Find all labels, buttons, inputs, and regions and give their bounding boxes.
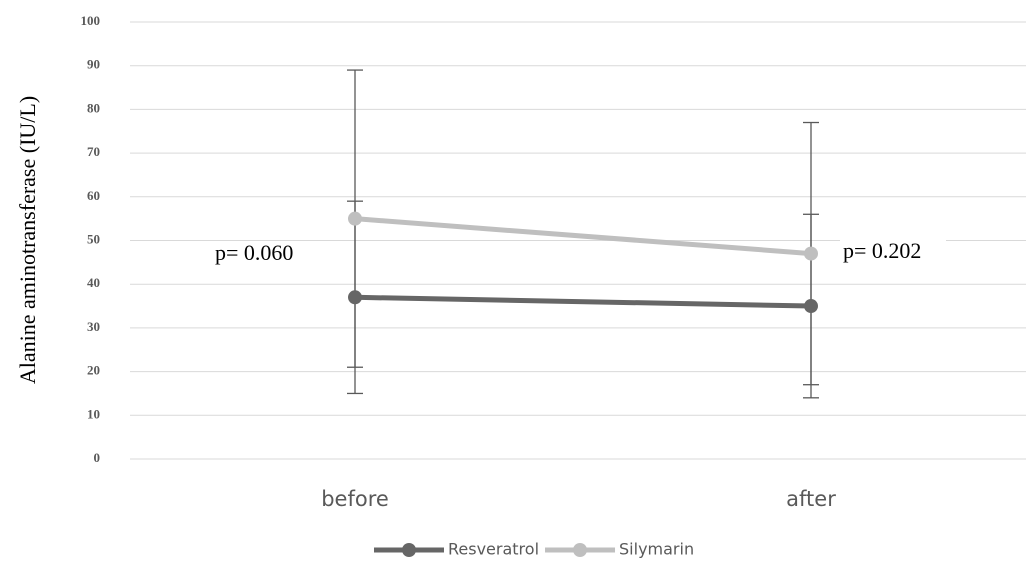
marker <box>804 299 818 313</box>
y-tick-label: 50 <box>87 231 100 246</box>
marker <box>804 247 818 261</box>
marker <box>348 212 362 226</box>
x-tick-label: after <box>786 487 836 511</box>
y-tick-label: 10 <box>87 406 100 421</box>
annotation: p= 0.202 <box>843 238 921 263</box>
y-tick-label: 70 <box>87 144 100 159</box>
marker <box>348 290 362 304</box>
legend-marker <box>402 543 416 557</box>
x-tick-label: before <box>321 487 389 511</box>
y-axis-label: Alanine aminotransferase (IU/L) <box>15 96 40 384</box>
series-line <box>355 219 811 254</box>
y-tick-label: 60 <box>87 188 100 203</box>
annotation: p= 0.060 <box>215 240 293 265</box>
legend-label: Resveratrol <box>448 540 539 559</box>
y-tick-label: 80 <box>87 100 100 115</box>
legend-label: Silymarin <box>619 540 694 559</box>
y-tick-label: 30 <box>87 319 100 334</box>
y-tick-label: 0 <box>94 450 101 465</box>
y-tick-label: 20 <box>87 363 100 378</box>
series-line <box>355 297 811 306</box>
y-tick-label: 90 <box>87 57 100 72</box>
y-tick-label: 40 <box>87 275 100 290</box>
chart: Alanine aminotransferase (IU/L) 0 10 20 30 4… <box>0 0 1026 564</box>
y-tick-label: 100 <box>81 13 101 28</box>
legend-marker <box>573 543 587 557</box>
